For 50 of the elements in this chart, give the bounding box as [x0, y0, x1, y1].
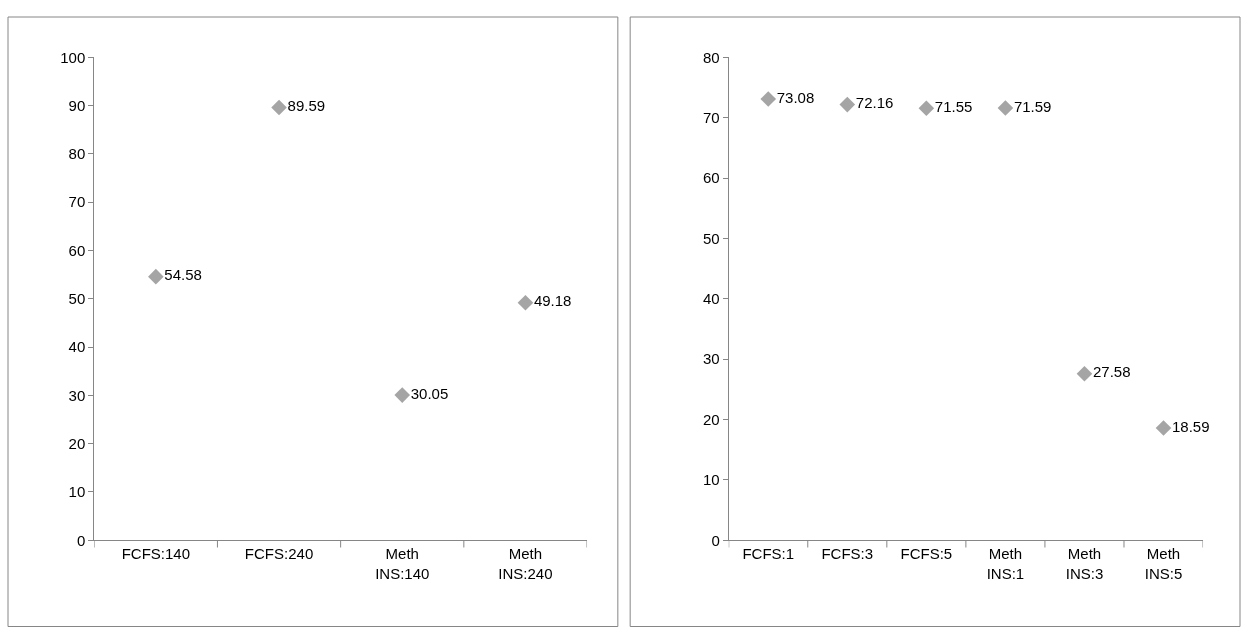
data-label: 73.08 — [776, 88, 815, 106]
data-label: 71.59 — [1013, 97, 1052, 115]
data-label: 89.59 — [287, 97, 326, 115]
y-tick-label: 50 — [703, 229, 720, 247]
y-tick-label: 20 — [68, 434, 86, 452]
y-tick-label: 0 — [711, 531, 720, 549]
y-tick-label: 50 — [68, 290, 86, 307]
point — [394, 387, 411, 403]
y-tick-label: 20 — [703, 410, 720, 428]
y-tick-label: 100 — [60, 48, 86, 66]
y-tick-label: 30 — [703, 350, 720, 368]
point — [271, 99, 287, 116]
x-tick-label: FCFS:5 — [900, 545, 953, 563]
y-tick-label: 80 — [703, 48, 720, 66]
y-tick-label: 60 — [68, 241, 86, 259]
y-tick-label: 10 — [703, 471, 720, 489]
x-tick-label: Meth INS:1 — [986, 545, 1025, 582]
x-tick-label: FCFS:240 — [244, 545, 314, 563]
data-label: 49.18 — [533, 292, 572, 310]
point — [1155, 420, 1172, 436]
y-tick-label: 60 — [703, 169, 720, 187]
data-label: 30.05 — [410, 384, 449, 402]
point — [839, 96, 856, 113]
data-label: 27.58 — [1092, 363, 1131, 381]
point — [760, 91, 777, 107]
point — [918, 100, 935, 117]
x-tick-label: Meth INS:140 — [375, 545, 430, 582]
y-tick-label: 0 — [76, 531, 86, 549]
data-label: 71.55 — [934, 98, 973, 116]
x-tick-label: Meth INS:5 — [1144, 545, 1183, 582]
point — [148, 268, 164, 285]
y-tick-label: 10 — [68, 483, 86, 501]
y-tick-label: 70 — [703, 108, 720, 126]
y-tick-label: 40 — [703, 290, 720, 307]
point — [997, 100, 1014, 116]
point — [1076, 365, 1093, 382]
y-tick-label: 80 — [68, 145, 86, 163]
x-tick-label: Meth INS:240 — [498, 545, 553, 582]
point — [517, 294, 534, 311]
data-label: 54.58 — [164, 266, 202, 284]
x-tick-label: Meth INS:3 — [1065, 545, 1104, 582]
y-tick-label: 30 — [68, 386, 86, 404]
y-tick-label: 40 — [68, 338, 86, 356]
data-label: 72.16 — [855, 94, 894, 112]
x-tick-label: FCFS:3 — [821, 545, 874, 563]
x-tick-label: FCFS:140 — [121, 545, 191, 563]
y-tick-label: 90 — [68, 96, 86, 114]
x-tick-label: FCFS:1 — [742, 545, 795, 563]
data-label: 18.59 — [1172, 417, 1210, 435]
y-tick-label: 70 — [68, 193, 86, 211]
